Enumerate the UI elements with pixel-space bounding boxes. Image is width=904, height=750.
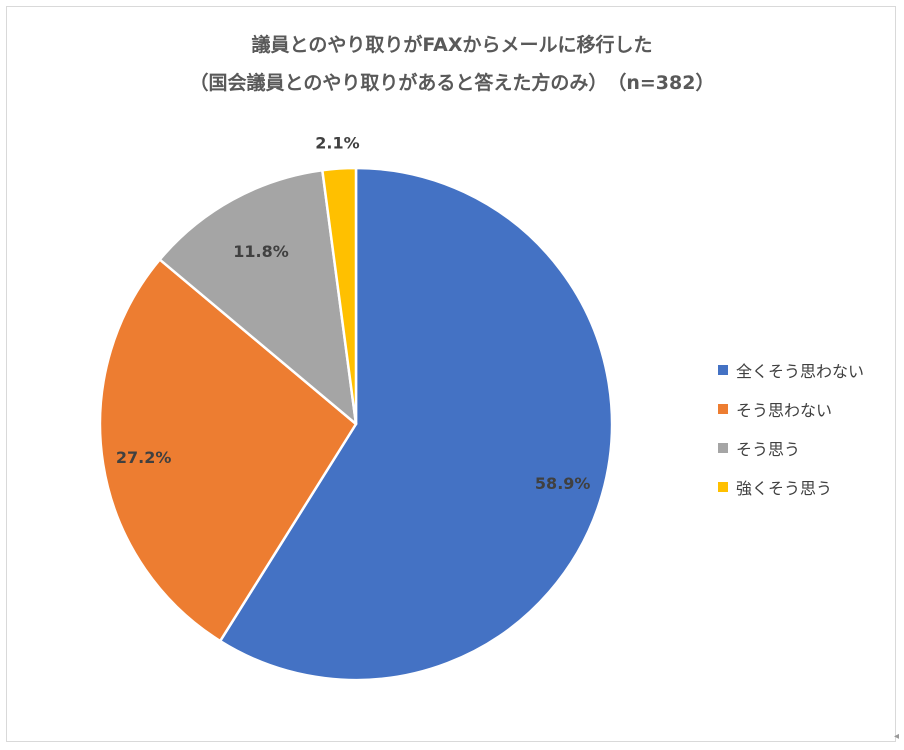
data-label-slice-1: 58.9% (535, 474, 591, 493)
legend-item: 強くそう思う (718, 467, 864, 506)
legend-item: 全くそう思わない (718, 350, 864, 389)
legend-swatch (718, 364, 728, 375)
legend: 全くそう思わない そう思わない そう思う強くそう思う (718, 350, 864, 506)
legend-swatch (718, 481, 728, 492)
pie-slice-3 (158, 168, 358, 426)
data-label-slice-2: 27.2% (116, 448, 172, 467)
pie-slice-2 (98, 258, 358, 643)
resize-handle-icon: ◂ (894, 731, 900, 742)
legend-label: 全くそう思わない (736, 361, 865, 381)
legend-item: そう思う (718, 428, 864, 467)
chart-subtitle: （国会議員とのやり取りがあると答えた方のみ） （n=382） (189, 72, 715, 94)
pie-slice-4 (321, 166, 358, 426)
legend-label: そう思わない (736, 400, 833, 420)
legend-label: 強くそう思う (736, 478, 833, 498)
legend-swatch (718, 403, 728, 414)
data-label-slice-3: 11.8% (233, 242, 289, 261)
legend-swatch (718, 442, 728, 453)
pie-slice-1 (218, 166, 614, 682)
legend-label: そう思う (736, 439, 801, 459)
legend-item: そう思わない (718, 389, 864, 428)
chart-title: 議員とのやり取りがFAXからメールに移行した (251, 34, 653, 56)
data-label-slice-4: 2.1% (315, 134, 359, 153)
